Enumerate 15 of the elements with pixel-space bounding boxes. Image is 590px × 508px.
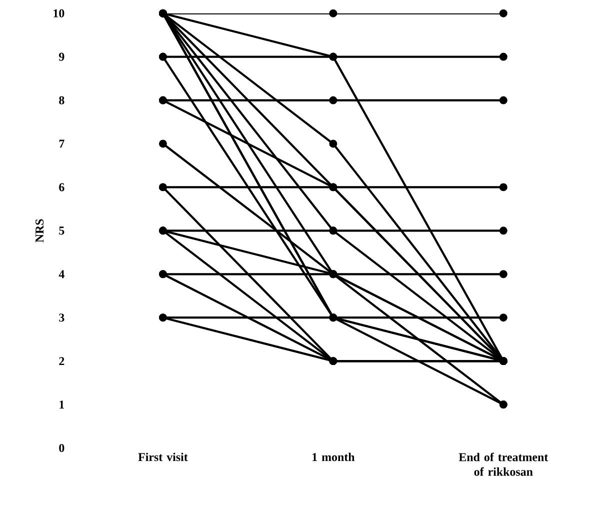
x-tick-label: First visit <box>138 452 188 462</box>
y-tick-label: 3 <box>59 314 64 322</box>
y-tick-label: 6 <box>59 183 64 192</box>
x-tick-label: End of treatment of rikkosan <box>458 452 548 476</box>
y-tick-label: 8 <box>59 96 64 104</box>
y-axis-title: NRS <box>36 219 44 242</box>
y-tick-label: 7 <box>59 140 64 148</box>
y-tick-label: 1 <box>60 400 64 408</box>
y-tick-label: 2 <box>59 357 64 366</box>
x-tick-label: 1 month <box>312 452 355 462</box>
y-tick-label: 10 <box>54 9 64 18</box>
y-tick-label: 9 <box>58 52 64 61</box>
y-tick-label: 4 <box>58 270 64 278</box>
y-tick-label: 5 <box>59 226 64 235</box>
y-tick-label: 0 <box>59 444 64 452</box>
